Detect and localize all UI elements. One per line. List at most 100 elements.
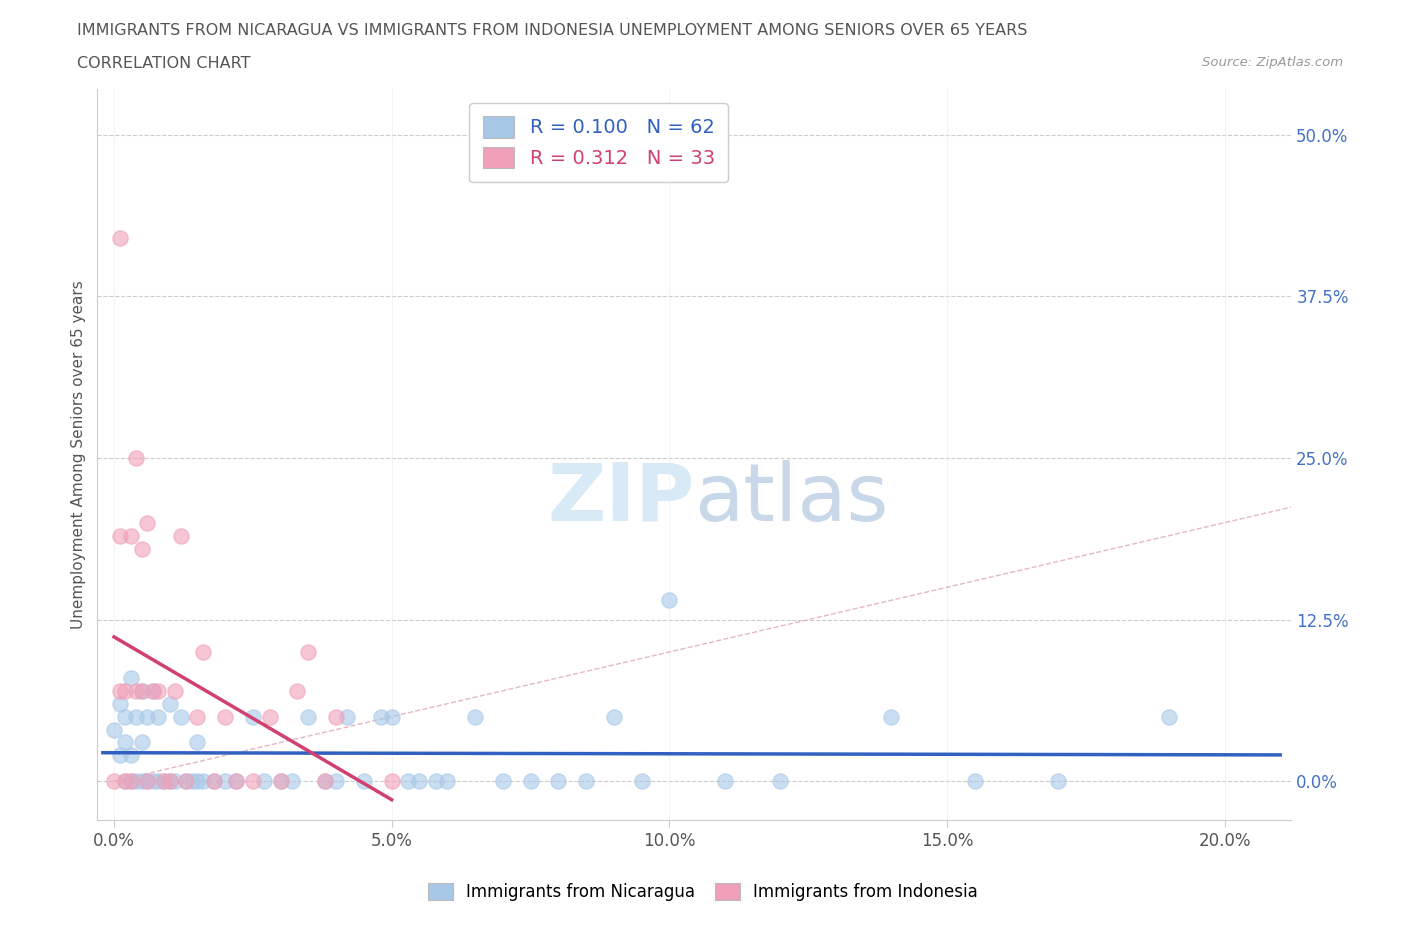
Point — [464, 710, 486, 724]
Point — [125, 774, 148, 789]
Point — [180, 774, 202, 789]
Point — [603, 710, 626, 724]
Point — [153, 774, 176, 789]
Point — [242, 710, 264, 724]
Point — [259, 710, 281, 724]
Text: ZIP: ZIP — [547, 459, 695, 538]
Point — [125, 684, 148, 698]
Point — [214, 774, 236, 789]
Point — [159, 774, 181, 789]
Point — [148, 774, 170, 789]
Point — [492, 774, 515, 789]
Point — [714, 774, 737, 789]
Point — [202, 774, 225, 789]
Text: Source: ZipAtlas.com: Source: ZipAtlas.com — [1202, 56, 1343, 69]
Point — [297, 710, 319, 724]
Point — [108, 697, 131, 711]
Y-axis label: Unemployment Among Seniors over 65 years: Unemployment Among Seniors over 65 years — [72, 280, 86, 629]
Point — [131, 735, 153, 750]
Point — [396, 774, 419, 789]
Text: atlas: atlas — [695, 459, 889, 538]
Point — [136, 774, 159, 789]
Point — [142, 684, 165, 698]
Legend: R = 0.100   N = 62, R = 0.312   N = 33: R = 0.100 N = 62, R = 0.312 N = 33 — [470, 103, 728, 182]
Point — [336, 710, 359, 724]
Point — [108, 684, 131, 698]
Point — [103, 774, 125, 789]
Point — [125, 450, 148, 465]
Point — [575, 774, 598, 789]
Point — [136, 710, 159, 724]
Point — [280, 774, 302, 789]
Point — [436, 774, 458, 789]
Point — [191, 644, 214, 659]
Point — [114, 710, 136, 724]
Point — [325, 710, 347, 724]
Point — [225, 774, 247, 789]
Point — [270, 774, 292, 789]
Point — [165, 774, 187, 789]
Point — [108, 748, 131, 763]
Point — [103, 722, 125, 737]
Point — [353, 774, 375, 789]
Point — [270, 774, 292, 789]
Point — [120, 774, 142, 789]
Point — [214, 710, 236, 724]
Point — [165, 684, 187, 698]
Point — [769, 774, 792, 789]
Point — [408, 774, 430, 789]
Point — [191, 774, 214, 789]
Point — [225, 774, 247, 789]
Point — [131, 541, 153, 556]
Point — [148, 710, 170, 724]
Point — [297, 644, 319, 659]
Point — [202, 774, 225, 789]
Point — [142, 684, 165, 698]
Point — [630, 774, 652, 789]
Point — [136, 515, 159, 530]
Point — [136, 774, 159, 789]
Point — [325, 774, 347, 789]
Point — [142, 774, 165, 789]
Point — [519, 774, 541, 789]
Point — [114, 684, 136, 698]
Point — [314, 774, 336, 789]
Point — [1159, 710, 1181, 724]
Point — [120, 671, 142, 685]
Point — [880, 710, 903, 724]
Text: IMMIGRANTS FROM NICARAGUA VS IMMIGRANTS FROM INDONESIA UNEMPLOYMENT AMONG SENIOR: IMMIGRANTS FROM NICARAGUA VS IMMIGRANTS … — [77, 23, 1028, 38]
Point — [148, 684, 170, 698]
Point — [186, 735, 208, 750]
Point — [131, 684, 153, 698]
Point — [159, 774, 181, 789]
Point — [131, 684, 153, 698]
Point — [285, 684, 308, 698]
Point — [253, 774, 276, 789]
Point — [120, 748, 142, 763]
Point — [547, 774, 569, 789]
Point — [108, 528, 131, 543]
Point — [658, 592, 681, 607]
Point — [114, 774, 136, 789]
Point — [131, 774, 153, 789]
Point — [169, 710, 191, 724]
Point — [153, 774, 176, 789]
Text: CORRELATION CHART: CORRELATION CHART — [77, 56, 250, 71]
Point — [370, 710, 392, 724]
Point — [425, 774, 447, 789]
Point — [381, 710, 404, 724]
Point — [114, 774, 136, 789]
Point — [1047, 774, 1070, 789]
Point — [125, 710, 148, 724]
Legend: Immigrants from Nicaragua, Immigrants from Indonesia: Immigrants from Nicaragua, Immigrants fr… — [422, 876, 984, 908]
Point — [186, 710, 208, 724]
Point — [242, 774, 264, 789]
Point — [174, 774, 197, 789]
Point — [174, 774, 197, 789]
Point — [963, 774, 986, 789]
Point — [108, 231, 131, 246]
Point — [314, 774, 336, 789]
Point — [381, 774, 404, 789]
Point — [169, 528, 191, 543]
Point — [120, 774, 142, 789]
